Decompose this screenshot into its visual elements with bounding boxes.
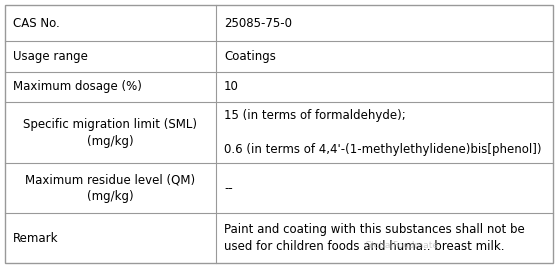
Text: Remark: Remark — [13, 232, 59, 244]
Text: 10: 10 — [224, 80, 239, 93]
Text: CAS No.: CAS No. — [13, 17, 60, 29]
Text: Coatings: Coatings — [224, 50, 276, 63]
Text: Specific migration limit (SML)
(mg/kg): Specific migration limit (SML) (mg/kg) — [23, 118, 198, 148]
Text: Paint and coating with this substances shall not be
used for children foods and : Paint and coating with this substances s… — [224, 223, 525, 253]
Text: Maximum residue level (QM)
(mg/kg): Maximum residue level (QM) (mg/kg) — [26, 173, 195, 203]
Text: GlobalFoodmate: GlobalFoodmate — [364, 241, 439, 250]
Text: Maximum dosage (%): Maximum dosage (%) — [13, 80, 142, 93]
Text: Usage range: Usage range — [13, 50, 88, 63]
Text: 15 (in terms of formaldehyde);

0.6 (in terms of 4,4'-(1-methylethylidene)bis[ph: 15 (in terms of formaldehyde); 0.6 (in t… — [224, 109, 541, 156]
Text: 25085-75-0: 25085-75-0 — [224, 17, 292, 29]
Text: --: -- — [224, 182, 233, 195]
